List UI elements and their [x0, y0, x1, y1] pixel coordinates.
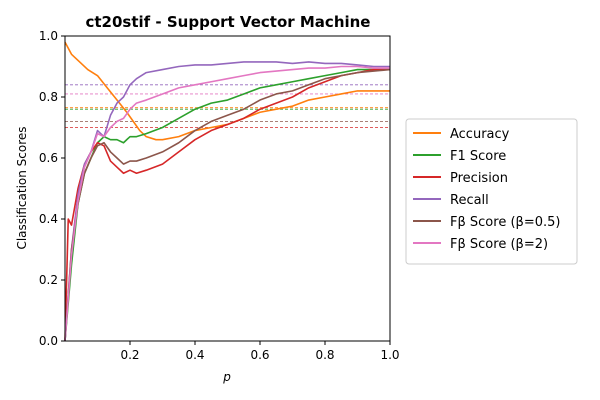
- y-tick-label: 0.6: [39, 151, 58, 165]
- series-line: [64, 41, 390, 141]
- series-line: [64, 68, 391, 342]
- x-tick-label: 0.8: [315, 348, 334, 362]
- y-tick-label: 0.8: [39, 90, 58, 104]
- series-lines: [64, 41, 391, 342]
- legend-label: F1 Score: [450, 149, 506, 164]
- y-tick-label: 0.0: [39, 334, 58, 348]
- y-tick-label: 0.2: [39, 273, 58, 287]
- baseline-group: [65, 84, 390, 128]
- x-tick-label: 0.4: [185, 348, 204, 362]
- x-tick-label: 0.6: [250, 348, 269, 362]
- series-line: [64, 61, 390, 342]
- y-axis: 0.0 0.2 0.4 0.6 0.8 1.0: [39, 29, 65, 348]
- legend: Accuracy F1 Score Precision Recall Fβ Score …: [405, 118, 578, 265]
- x-axis: 0.2 0.4 0.6 0.8 1.0: [120, 341, 400, 362]
- legend-label: Fβ Score (β=0.5): [450, 215, 560, 230]
- series-line: [64, 65, 390, 342]
- plot-area: [64, 35, 391, 342]
- x-axis-label: p: [222, 370, 231, 384]
- legend-frame: [405, 118, 578, 265]
- legend-label: Fβ Score (β=2): [450, 237, 548, 252]
- x-tick-label: 0.2: [120, 348, 139, 362]
- legend-label: Recall: [450, 193, 489, 208]
- legend-label: Precision: [450, 171, 508, 186]
- x-tick-label: 1.0: [380, 348, 399, 362]
- y-tick-label: 1.0: [39, 29, 58, 43]
- y-axis-label: Classification Scores: [15, 126, 29, 249]
- y-tick-label: 0.4: [39, 212, 58, 226]
- chart-title: ct20stif - Support Vector Machine: [86, 13, 371, 31]
- legend-label: Accuracy: [450, 127, 510, 142]
